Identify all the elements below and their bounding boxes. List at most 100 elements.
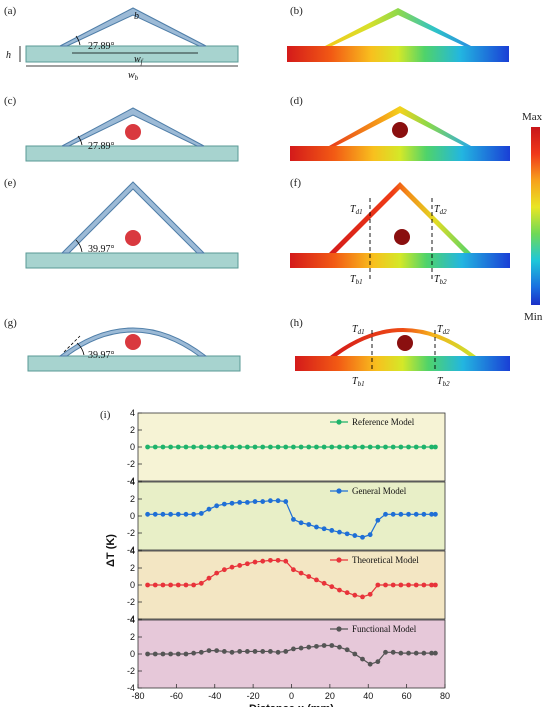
y-tick-label: -4 bbox=[127, 683, 135, 693]
data-point bbox=[214, 648, 220, 653]
data-point bbox=[283, 558, 289, 564]
heat-object bbox=[397, 335, 413, 351]
y-tick-label: 0 bbox=[130, 442, 135, 452]
thermal-arms bbox=[329, 106, 471, 146]
base-plate bbox=[27, 355, 241, 372]
data-point bbox=[275, 557, 281, 563]
data-point bbox=[329, 444, 335, 450]
data-point bbox=[352, 533, 358, 538]
x-tick-label: 0 bbox=[289, 691, 294, 701]
thermal-base bbox=[290, 253, 510, 268]
data-point bbox=[267, 649, 273, 654]
data-point bbox=[221, 567, 227, 573]
y-tick-label: -2 bbox=[127, 459, 135, 469]
data-point bbox=[321, 444, 327, 450]
panel-label-a: (a) bbox=[4, 5, 17, 17]
panel-label-c: (c) bbox=[4, 95, 17, 107]
data-point bbox=[306, 574, 312, 579]
y-tick-label: 4 bbox=[130, 546, 135, 556]
data-point bbox=[221, 649, 227, 654]
data-point bbox=[344, 647, 350, 653]
data-point bbox=[406, 582, 411, 588]
data-point bbox=[433, 444, 438, 450]
data-point bbox=[237, 444, 243, 450]
data-point bbox=[160, 511, 166, 517]
y-tick-label: 0 bbox=[130, 580, 135, 590]
data-point bbox=[267, 498, 273, 504]
data-point bbox=[145, 651, 150, 657]
data-point bbox=[183, 651, 189, 657]
data-point bbox=[229, 444, 235, 450]
data-point bbox=[398, 650, 404, 656]
x-tick-label: 20 bbox=[325, 691, 335, 701]
data-point bbox=[390, 444, 396, 450]
panel-label-f: (f) bbox=[290, 177, 301, 189]
y-tick-label: 0 bbox=[130, 511, 135, 521]
panel-label-h: (h) bbox=[290, 317, 303, 329]
legend-marker-0 bbox=[336, 419, 342, 425]
data-point bbox=[413, 511, 419, 517]
data-point bbox=[306, 444, 312, 450]
data-point bbox=[367, 444, 373, 450]
triangle-arms bbox=[61, 107, 205, 147]
data-point bbox=[191, 650, 197, 656]
label-tb2: Tb2 bbox=[437, 376, 450, 388]
label-td1: Td1 bbox=[350, 204, 363, 216]
x-tick-label: 40 bbox=[363, 691, 373, 701]
data-point bbox=[429, 650, 434, 656]
x-tick-label: -80 bbox=[131, 691, 144, 701]
y-tick-label: 2 bbox=[130, 563, 135, 573]
legend-label-2: Theoretical Model bbox=[352, 555, 419, 565]
data-point bbox=[383, 444, 388, 450]
data-point bbox=[367, 661, 373, 667]
y-tick-label: 2 bbox=[130, 494, 135, 504]
data-point bbox=[214, 503, 220, 509]
data-point bbox=[360, 534, 365, 540]
data-point bbox=[237, 500, 243, 505]
data-point bbox=[390, 649, 396, 655]
colorbar-gradient bbox=[531, 127, 540, 305]
thermal-base bbox=[287, 46, 509, 62]
data-point bbox=[421, 582, 427, 588]
data-point bbox=[298, 570, 304, 576]
data-point bbox=[360, 594, 365, 600]
panel-f: (f) Td1 Td2 Tb1 Tb2 bbox=[290, 177, 510, 286]
width-label-wf: wf bbox=[134, 54, 144, 66]
data-point bbox=[321, 643, 327, 648]
data-point bbox=[337, 529, 342, 535]
colorbar: Max Min bbox=[522, 111, 543, 323]
panel-d: (d) bbox=[290, 95, 510, 161]
x-tick-label: 60 bbox=[402, 691, 412, 701]
data-point bbox=[291, 444, 296, 450]
data-point bbox=[433, 511, 438, 517]
data-point bbox=[375, 444, 381, 450]
panel-label-b: (b) bbox=[290, 5, 303, 17]
y-tick-label: 2 bbox=[130, 632, 135, 642]
data-point bbox=[291, 646, 296, 652]
data-point bbox=[367, 532, 373, 538]
legend-label-0: Reference Model bbox=[352, 417, 415, 427]
data-point bbox=[375, 659, 381, 665]
data-point bbox=[406, 650, 411, 656]
data-point bbox=[229, 564, 235, 570]
panel-c: (c) 27.89° bbox=[4, 95, 239, 162]
data-point bbox=[267, 557, 273, 563]
panel-label-e: (e) bbox=[4, 177, 17, 189]
panel-b: (b) bbox=[287, 5, 509, 62]
data-point bbox=[152, 444, 158, 450]
data-point bbox=[306, 644, 312, 650]
data-point bbox=[329, 584, 335, 590]
thermal-arc-arms bbox=[330, 328, 476, 356]
data-point bbox=[298, 645, 304, 651]
data-point bbox=[321, 526, 327, 532]
panel-a: (a) 27.89° b h wf wb bbox=[4, 5, 239, 82]
data-point bbox=[160, 651, 166, 657]
data-point bbox=[175, 444, 181, 450]
data-point bbox=[298, 444, 304, 450]
data-point bbox=[160, 444, 166, 450]
data-point bbox=[168, 511, 174, 517]
data-point bbox=[283, 649, 289, 654]
panel-g: (g) 39.97° bbox=[4, 317, 241, 372]
label-tb2: Tb2 bbox=[434, 274, 447, 286]
colorbar-max-label: Max bbox=[522, 111, 543, 123]
